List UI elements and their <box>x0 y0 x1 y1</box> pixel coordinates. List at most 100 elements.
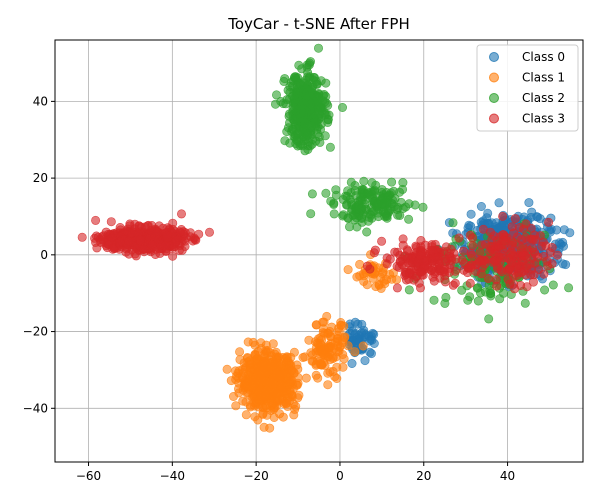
scatter-point <box>284 111 294 121</box>
scatter-point <box>300 352 310 362</box>
series-class-3 <box>77 209 562 294</box>
scatter-point <box>468 241 478 251</box>
chart-title: ToyCar - t-SNE After FPH <box>227 15 409 33</box>
scatter-point <box>205 227 215 237</box>
legend-marker <box>489 113 499 124</box>
scatter-point <box>301 373 311 383</box>
scatter-point <box>318 346 328 356</box>
legend-marker <box>489 72 499 83</box>
scatter-point <box>253 415 263 425</box>
scatter-point <box>544 217 554 227</box>
scatter-point <box>363 216 373 226</box>
scatter-point <box>311 370 321 380</box>
scatter-point <box>564 283 574 293</box>
scatter-point <box>346 206 356 216</box>
scatter-point <box>248 337 258 347</box>
scatter-point <box>509 279 519 289</box>
scatter-point <box>350 317 360 327</box>
scatter-point <box>519 224 529 234</box>
scatter-point <box>361 204 371 214</box>
scatter-point <box>101 227 111 237</box>
scatter-point <box>347 326 357 336</box>
scatter-point <box>325 142 335 152</box>
scatter-point <box>346 177 356 187</box>
scatter-point <box>241 410 251 420</box>
scatter-point <box>528 235 538 245</box>
scatter-point <box>368 328 378 338</box>
scatter-point <box>410 200 420 210</box>
scatter-point <box>337 103 347 113</box>
scatter-point <box>392 283 402 293</box>
scatter-point <box>565 228 575 238</box>
scatter-point <box>289 410 299 420</box>
scatter-point <box>343 186 353 196</box>
scatter-point <box>314 109 324 119</box>
scatter-point <box>307 121 317 131</box>
scatter-point <box>466 248 476 258</box>
scatter-point <box>355 259 365 269</box>
scatter-point <box>415 283 425 293</box>
scatter-point <box>301 91 311 101</box>
scatter-point <box>283 123 293 133</box>
scatter-point <box>297 64 307 74</box>
scatter-point <box>235 347 245 357</box>
scatter-point <box>476 269 486 279</box>
scatter-point <box>281 386 291 396</box>
scatter-point <box>404 214 414 224</box>
scatter-point <box>285 81 295 91</box>
scatter-point <box>168 251 178 261</box>
legend-label: Class 1 <box>522 71 565 85</box>
legend: Class 0 Class 1 Class 2 Class 3 <box>476 44 579 132</box>
scatter-point <box>222 364 232 374</box>
scatter-point <box>439 265 449 275</box>
scatter-point <box>440 277 450 287</box>
scatter-point <box>266 401 276 411</box>
scatter-point <box>329 209 339 219</box>
scatter-point <box>358 341 368 351</box>
scatter-point <box>385 254 395 264</box>
scatter-point <box>356 328 366 338</box>
scatter-point <box>106 217 116 227</box>
x-tick-label: −40 <box>160 469 185 483</box>
scatter-point <box>393 247 403 257</box>
scatter-point <box>395 256 405 266</box>
scatter-point <box>520 298 530 308</box>
scatter-point <box>378 199 388 209</box>
scatter-point <box>336 320 346 330</box>
scatter-point <box>510 214 520 224</box>
scatter-point <box>475 248 485 258</box>
scatter-point <box>313 43 323 53</box>
scatter-point <box>153 227 163 237</box>
scatter-point <box>291 73 301 83</box>
scatter-point <box>457 255 467 265</box>
scatter-point <box>450 278 460 288</box>
scatter-point <box>271 90 281 100</box>
scatter-point <box>495 294 505 304</box>
scatter-point <box>527 207 537 217</box>
scatter-point <box>319 317 329 327</box>
scatter-point <box>498 211 508 221</box>
scatter-point <box>127 228 137 238</box>
scatter-point <box>485 286 495 296</box>
plot-frame <box>54 39 584 463</box>
scatter-point <box>377 236 387 246</box>
scatter-point <box>459 246 469 256</box>
scatter-point <box>441 292 451 302</box>
scatter-point <box>509 228 519 238</box>
scatter-point <box>496 265 506 275</box>
scatter-point <box>115 237 125 247</box>
scatter-point <box>404 285 414 295</box>
scatter-point <box>303 72 313 82</box>
scatter-point <box>90 233 100 243</box>
scatter-point <box>542 256 552 266</box>
scatter-point <box>480 239 490 249</box>
scatter-point <box>491 249 501 259</box>
scatter-point <box>123 236 133 246</box>
scatter-point <box>162 230 172 240</box>
scatter-point <box>386 204 396 214</box>
scatter-point <box>466 209 476 219</box>
scatter-point <box>540 285 550 295</box>
scatter-point <box>558 241 568 251</box>
scatter-point <box>323 380 333 390</box>
